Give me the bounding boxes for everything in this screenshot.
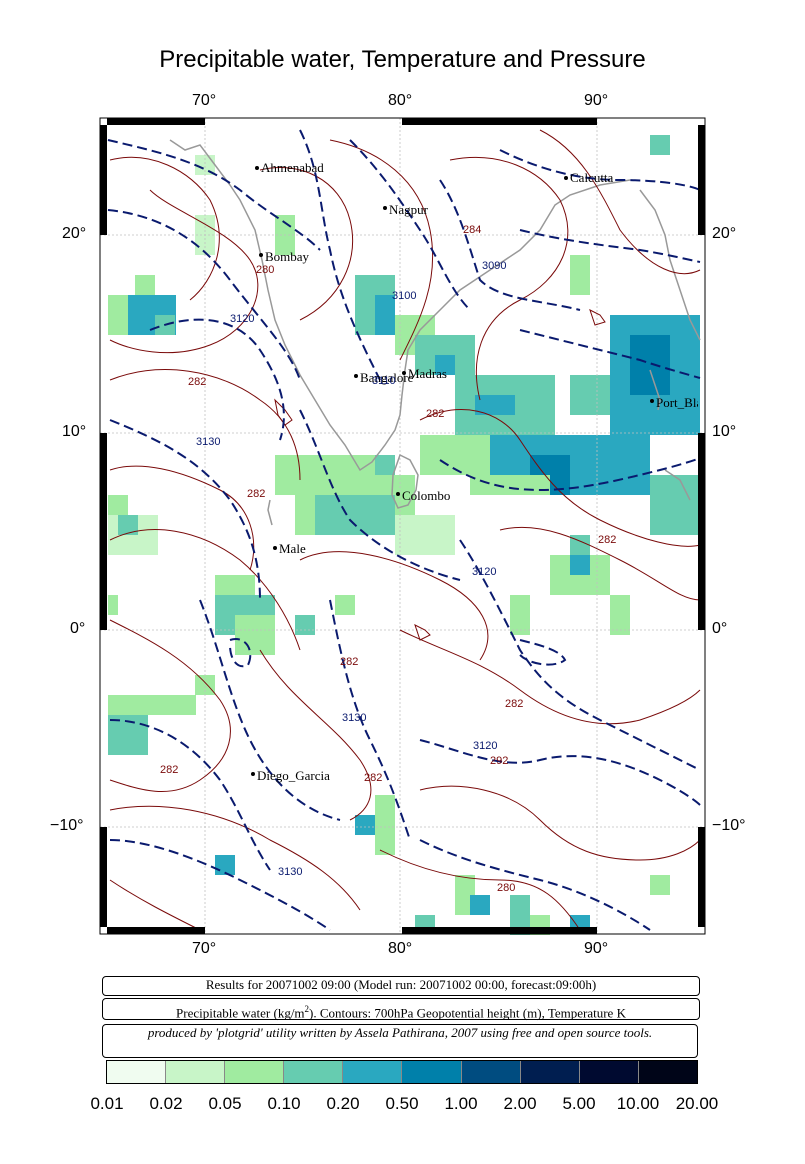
lat-label-right: 10° [712, 423, 737, 440]
colorbar-swatch [166, 1061, 226, 1083]
colorbar-swatch [579, 1061, 639, 1083]
lat-label-left: 20° [62, 225, 87, 242]
city-markers [251, 166, 654, 776]
colorbar-swatch [520, 1061, 580, 1083]
contour-label: 282 [188, 376, 207, 388]
city-label-male: Male [279, 541, 306, 556]
colorbar-tick: 2.00 [503, 1094, 537, 1113]
colorbar-swatch [107, 1061, 167, 1083]
lon-label-bottom: 90° [584, 940, 609, 957]
colorbar-swatch [343, 1061, 403, 1083]
city-label-port-blair: Port_Blair [656, 395, 698, 410]
contour-label: 280 [256, 264, 275, 276]
city-label-calcutta: Calcutta [570, 170, 614, 185]
contour-label: 282 [505, 698, 524, 710]
lon-label-top: 70° [192, 92, 217, 109]
lat-label-left: 0° [70, 620, 86, 637]
contour-label: 3110 [372, 375, 396, 387]
description-text-suffix: ). Contours: 700hPa Geopotential height … [309, 1005, 626, 1021]
colorbar-swatch [402, 1061, 462, 1083]
lat-label-left: 10° [62, 423, 87, 440]
city-label-colombo: Colombo [402, 488, 451, 503]
colorbar-tick: 0.20 [326, 1094, 360, 1113]
colorbar-tick: 1.00 [444, 1094, 478, 1113]
colorbar-tick: 0.10 [267, 1094, 301, 1113]
contour-label: 292 [490, 755, 509, 767]
contour-label: 3090 [482, 260, 507, 272]
contour-label: 280 [497, 882, 516, 894]
colorbar-tick: 0.05 [208, 1094, 242, 1113]
contour-label: 282 [598, 534, 617, 546]
credit-box: produced by 'plotgrid' utility written b… [102, 1024, 698, 1058]
contour-label: 3130 [278, 866, 303, 878]
graticule [100, 118, 705, 934]
colorbar-swatch [284, 1061, 344, 1083]
city-label-bombay: Bombay [265, 249, 310, 264]
geopotential-contours [107, 129, 701, 931]
lon-label-bottom: 80° [388, 940, 413, 957]
contour-label: 3120 [230, 313, 255, 325]
contour-label: 282 [247, 488, 266, 500]
contour-label: 3100 [392, 290, 417, 302]
contour-label: 3120 [473, 740, 498, 752]
coastline [169, 139, 701, 526]
lat-label-right: 20° [712, 225, 737, 242]
colorbar-tick: 0.02 [149, 1094, 183, 1113]
lat-label-left: −10° [50, 817, 84, 834]
lon-label-top: 80° [388, 92, 413, 109]
lat-label-right: 0° [712, 620, 728, 637]
colorbar-tick: 5.00 [562, 1094, 596, 1113]
description-box: Precipitable water (kg/m2). Contours: 70… [102, 998, 700, 1020]
colorbar-swatch [225, 1061, 285, 1083]
contour-label: 3120 [472, 566, 497, 578]
colorbar [106, 1060, 698, 1084]
colorbar-tick: 20.00 [675, 1094, 719, 1113]
contour-label: 282 [340, 656, 359, 668]
colorbar-tick: 10.00 [616, 1094, 660, 1113]
map-frame [99, 117, 706, 935]
map-title: Precipitable water, Temperature and Pres… [159, 46, 646, 73]
precipitable-water-cells [108, 135, 700, 935]
lat-label-right: −10° [712, 817, 746, 834]
lon-label-top: 90° [584, 92, 609, 109]
colorbar-tick: 0.50 [385, 1094, 419, 1113]
contour-label: 284 [463, 224, 482, 236]
contour-label: 282 [160, 764, 179, 776]
lon-label-bottom: 70° [192, 940, 217, 957]
contour-label: 282 [364, 772, 383, 784]
city-label-madras: Madras [408, 366, 447, 381]
contour-label: 3130 [196, 436, 221, 448]
contour-label: 282 [426, 408, 445, 420]
colorbar-tick: 0.01 [90, 1094, 124, 1113]
colorbar-swatch [461, 1061, 521, 1083]
city-label-ahmenabad: Ahmenabad [261, 160, 324, 175]
temperature-contours [109, 129, 701, 931]
contour-label: 3130 [342, 712, 367, 724]
description-text: Precipitable water (kg/m [176, 1005, 305, 1021]
city-label-nagpur: Nagpur [389, 202, 428, 217]
city-label-bangalore: Bangalore [360, 370, 414, 385]
colorbar-swatch [638, 1061, 697, 1083]
results-info-box: Results for 20071002 09:00 (Model run: 2… [102, 976, 700, 996]
city-label-diego-garcia: Diego_Garcia [257, 768, 330, 783]
description-superscript: 2 [304, 1004, 310, 1014]
